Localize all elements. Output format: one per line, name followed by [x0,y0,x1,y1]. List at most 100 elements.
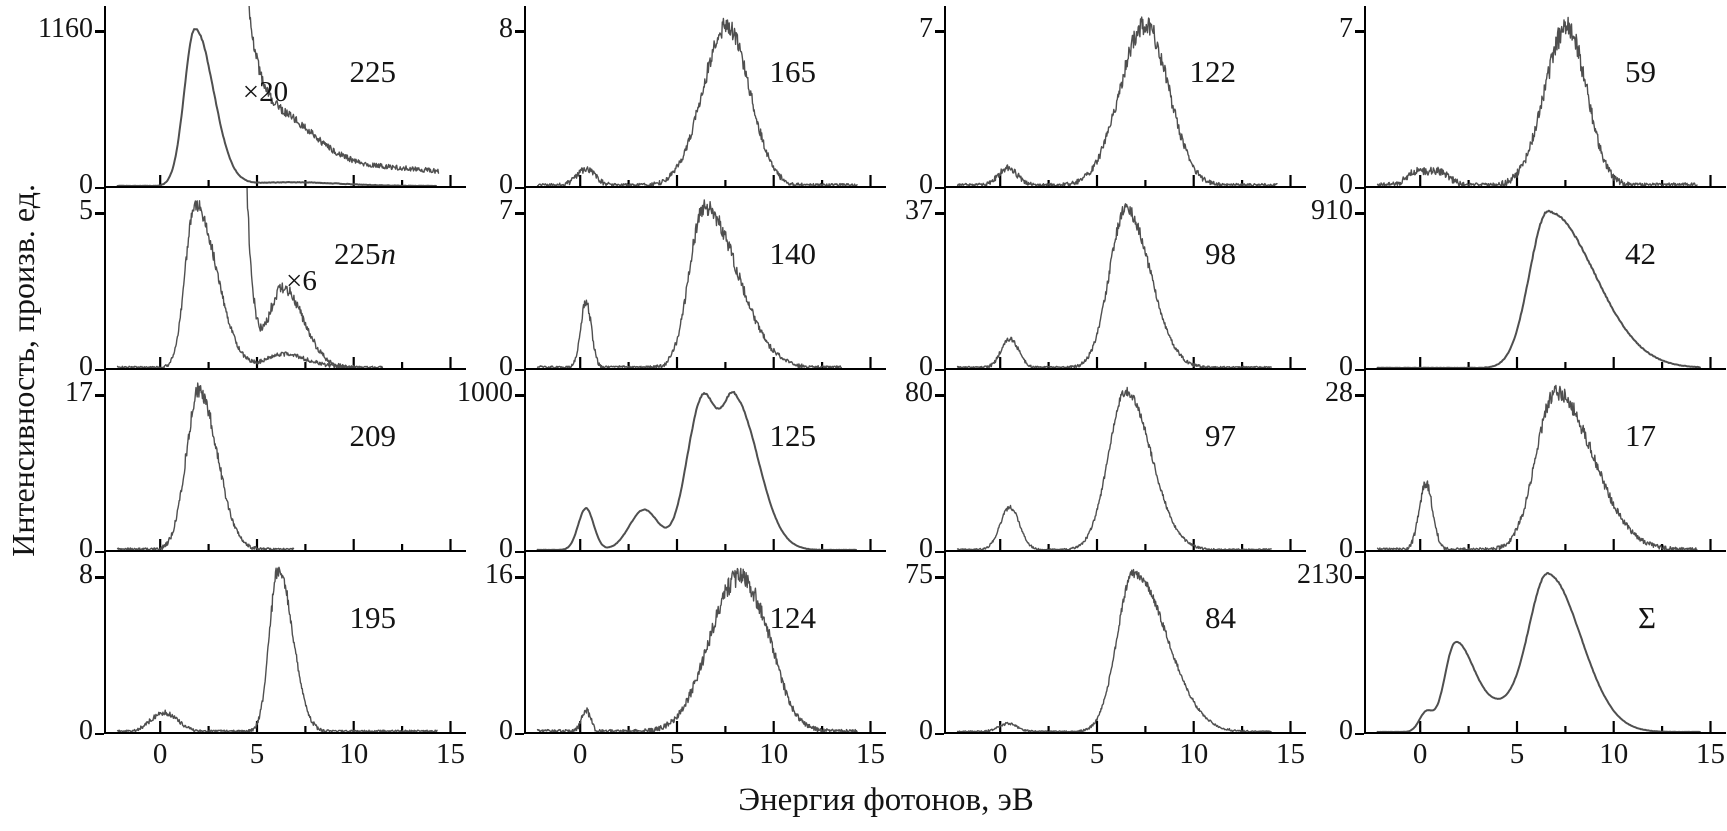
plot-area: 225n ×6 [104,188,466,370]
y-max-label: 7 [499,195,513,226]
x-tick-label: 15 [1696,738,1726,770]
x-tick-label: 0 [1412,738,1428,770]
spectrum-panel-97: 80 0 97 [886,370,1306,563]
y-max-tick [515,212,524,215]
panel-number-label: 209 [349,418,397,453]
y-max-label: 37 [905,195,933,226]
spectrum-panel-195: 8 0 195 0 5 10 15 [46,552,466,769]
spectrum-curve-svg [526,370,886,550]
plot-area: 125 [524,370,886,552]
y-max-label: 17 [65,377,93,408]
y-max-tick [1355,394,1364,397]
spectrum-curve-svg [946,6,1306,186]
y-max-tick [935,576,944,579]
spectrum-panel-42: 910 0 42 [1306,188,1726,381]
y-zero-label: 0 [919,351,933,382]
y-zero-label: 0 [1339,715,1353,746]
y-axis-gutter: 37 0 [886,188,944,381]
y-zero-tick [95,368,104,371]
x-tick-label: 10 [1179,738,1209,770]
y-axis-gutter: 75 0 [886,552,944,745]
plot-area: 42 [1364,188,1726,370]
spectrum-panel-84: 75 0 84 0 5 10 15 [886,552,1306,769]
x-tick-label: 0 [572,738,588,770]
plot-area: 17 [1364,370,1726,552]
y-zero-tick [515,550,524,553]
x-tick-label: 15 [436,738,466,770]
plot-area: 98 [944,188,1306,370]
y-max-label: 7 [919,13,933,44]
y-axis-gutter: 1000 0 [457,370,524,563]
panel-number-label: 140 [769,236,817,271]
x-tick-label: 10 [1599,738,1629,770]
y-max-tick [95,394,104,397]
y-max-label: 910 [1311,195,1353,226]
panel-number-label: 225n [334,236,396,271]
spectrum-curve-svg [946,370,1306,550]
spectrum-curve-svg [946,552,1306,732]
y-max-tick [1355,576,1364,579]
y-zero-tick [935,186,944,189]
x-tick-label: 0 [152,738,168,770]
panel-number-label: Σ [1637,600,1656,635]
x-tick-label: 10 [759,738,789,770]
y-zero-tick [1355,732,1364,735]
y-max-label: 7 [1339,13,1353,44]
plot-area: 122 [944,6,1306,188]
y-zero-tick [1355,368,1364,371]
plot-area: 124 0 5 10 15 [524,552,886,769]
spectrum-panel-125: 1000 0 125 [457,370,886,563]
spectrum-curve-svg [946,188,1306,368]
spectrum-panel-165: 8 0 165 [466,6,886,199]
panel-number-label: 59 [1625,54,1656,89]
y-zero-label: 0 [79,169,93,200]
y-max-tick [935,394,944,397]
y-max-label: 8 [79,559,93,590]
y-axis-gutter: 2130 0 [1297,552,1364,745]
y-zero-tick [1355,550,1364,553]
magnification-label: ×6 [286,265,317,298]
spectrum-curve-svg [106,552,466,732]
plot-area: 195 0 5 10 15 [104,552,466,769]
x-tick-label: 5 [1089,738,1105,770]
plot-area: 59 [1364,6,1726,188]
y-zero-tick [935,550,944,553]
y-zero-label: 0 [499,169,513,200]
spectrum-curve-svg [106,6,466,186]
y-zero-label: 0 [919,533,933,564]
y-max-tick [515,394,524,397]
x-tick-label: 5 [1509,738,1525,770]
x-tick-label: 10 [339,738,369,770]
y-max-tick [515,576,524,579]
panel-number-label: 97 [1205,418,1236,453]
y-zero-tick [95,732,104,735]
panel-number-label: 84 [1205,600,1236,635]
y-max-tick [935,30,944,33]
y-max-tick [515,30,524,33]
spectrum-panel-225: 1160 0 225 ×20 [38,6,466,199]
y-zero-label: 0 [499,351,513,382]
magnification-label: ×20 [242,76,289,108]
panel-number-label: 122 [1189,54,1237,89]
spectrum-panel-124: 16 0 124 0 5 10 15 [466,552,886,769]
x-tick-label: 15 [856,738,886,770]
panel-number-label: 124 [769,600,817,635]
y-zero-label: 0 [919,169,933,200]
x-tick-label: 5 [669,738,685,770]
panel-number-label: 125 [769,418,817,453]
x-tick-label: 0 [992,738,1008,770]
y-max-label: 1160 [38,13,93,44]
y-zero-tick [1355,186,1364,189]
spectrum-curve-svg [1366,552,1726,732]
y-max-label: 5 [79,195,93,226]
y-axis-gutter: 1160 0 [38,6,104,199]
y-zero-label: 0 [499,715,513,746]
y-max-tick [1355,212,1364,215]
spectrum-curve-svg [1366,188,1726,368]
y-zero-tick [515,368,524,371]
y-zero-label: 0 [1339,351,1353,382]
y-zero-label: 0 [1339,169,1353,200]
